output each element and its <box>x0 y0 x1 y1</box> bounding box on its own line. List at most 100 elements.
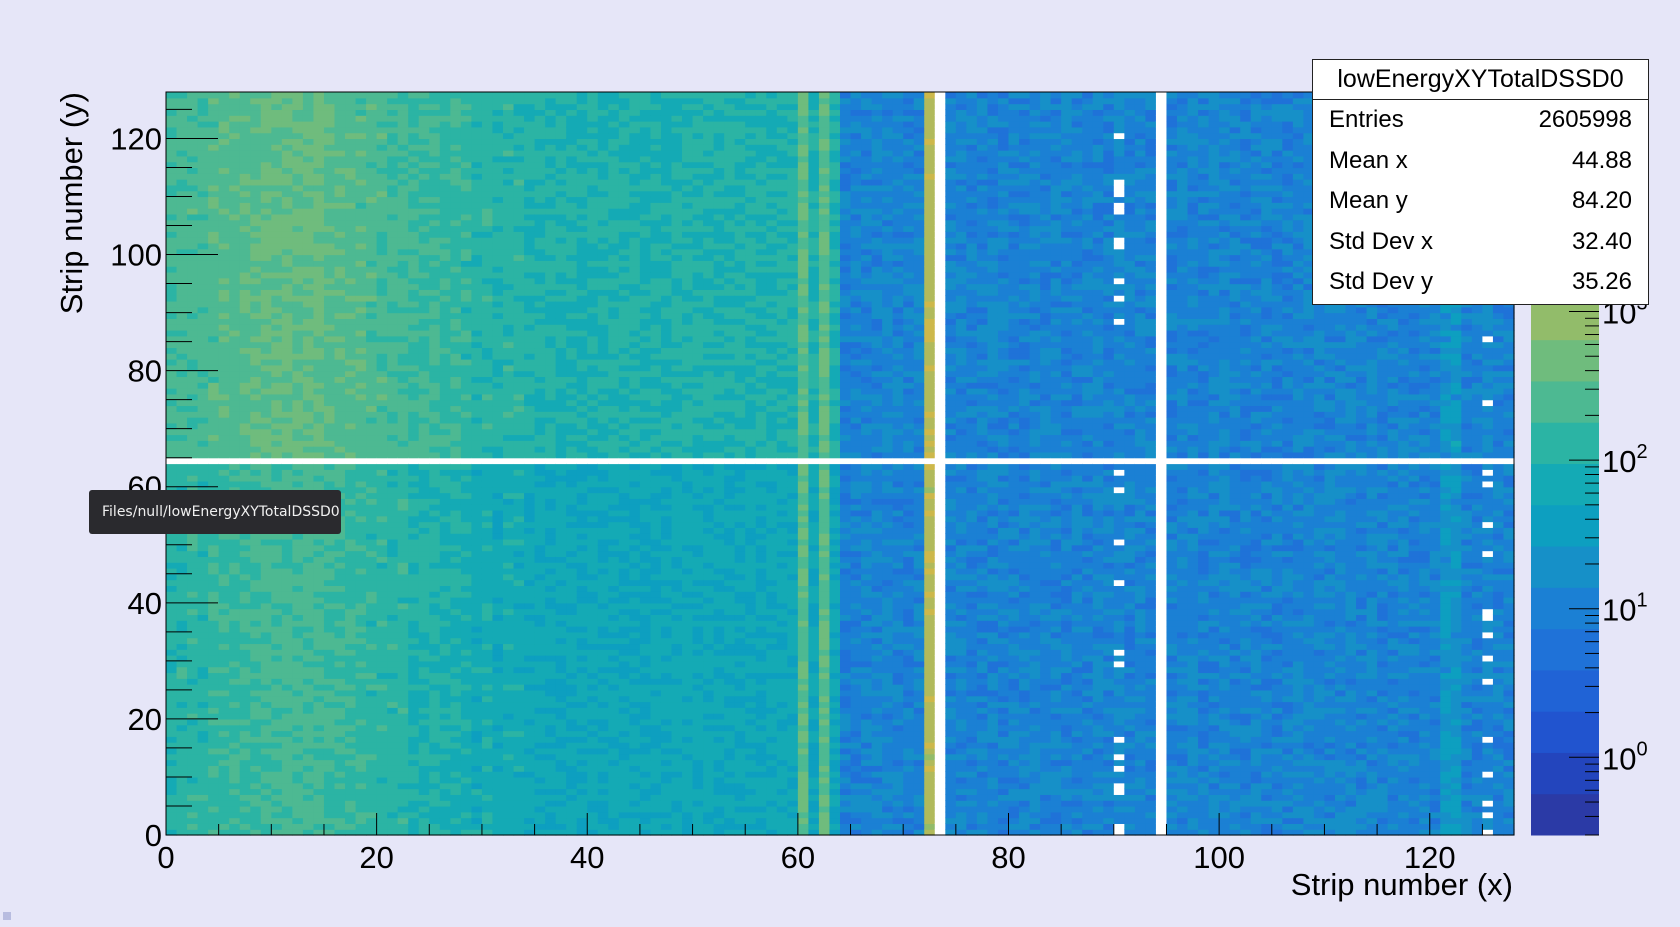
heatmap-cell <box>366 370 378 378</box>
heatmap-cell <box>460 132 473 140</box>
heatmap-cell <box>450 765 462 772</box>
heatmap-cell <box>187 620 199 627</box>
heatmap-cell <box>471 359 483 366</box>
heatmap-cell <box>408 138 420 145</box>
heatmap-cell <box>566 684 578 691</box>
heatmap-cell <box>334 179 346 186</box>
heatmap-cell <box>345 202 357 209</box>
heatmap-cell <box>534 428 546 436</box>
heatmap-cell <box>302 771 315 778</box>
heatmap-cell <box>271 179 283 186</box>
heatmap-cell <box>429 707 441 714</box>
heatmap-cell <box>313 295 325 302</box>
heatmap-cell <box>471 341 483 349</box>
heatmap-cell <box>218 393 230 401</box>
empty-cell <box>429 457 441 465</box>
heatmap-cell <box>481 672 494 679</box>
heatmap-cell <box>292 277 304 285</box>
heatmap-cell <box>187 475 199 482</box>
heatmap-cell <box>460 109 473 116</box>
heatmap-cell <box>492 277 504 285</box>
heatmap-cell <box>450 794 462 801</box>
heatmap-cell <box>555 155 567 163</box>
heatmap-cell <box>176 469 188 476</box>
heatmap-cell <box>271 411 283 418</box>
heatmap-cell <box>397 370 409 378</box>
heatmap-cell <box>271 422 283 430</box>
heatmap-cell <box>545 353 557 360</box>
heatmap-cell <box>439 353 451 360</box>
heatmap-cell <box>166 533 178 540</box>
heatmap-cell <box>566 115 578 122</box>
heatmap-cell <box>418 271 430 279</box>
heatmap-cell <box>302 556 315 563</box>
heatmap-cell <box>218 805 230 813</box>
heatmap-cell <box>408 451 420 459</box>
heatmap-cell <box>408 173 420 180</box>
heatmap-cell <box>292 405 304 412</box>
heatmap-cell <box>439 103 451 111</box>
heatmap-cell <box>250 672 262 679</box>
heatmap-cell <box>513 649 525 656</box>
heatmap-cell <box>345 747 357 755</box>
heatmap-cell <box>503 544 515 552</box>
heatmap-cell <box>187 144 199 151</box>
heatmap-cell <box>481 788 494 795</box>
heatmap-cell <box>576 829 588 836</box>
heatmap-cell <box>439 608 451 616</box>
heatmap-cell <box>208 126 220 134</box>
heatmap-cell <box>302 649 315 656</box>
heatmap-cell <box>323 626 336 633</box>
heatmap-cell <box>439 388 451 395</box>
heatmap-cell <box>534 283 546 290</box>
heatmap-cell <box>292 271 304 279</box>
heatmap-cell <box>334 173 346 180</box>
heatmap-cell <box>302 219 315 227</box>
heatmap-cell <box>471 434 483 441</box>
heatmap-cell <box>239 237 251 244</box>
heatmap-cell <box>218 591 230 598</box>
heatmap-cell <box>271 701 283 708</box>
heatmap-cell <box>166 591 178 598</box>
heatmap-cell <box>481 504 494 511</box>
heatmap-cell <box>534 631 546 639</box>
heatmap-cell <box>429 602 441 610</box>
heatmap-cell <box>176 765 188 772</box>
heatmap-cell <box>334 817 346 824</box>
heatmap-cell <box>503 399 515 407</box>
heatmap-cell <box>166 695 178 703</box>
heatmap-cell <box>366 364 378 372</box>
heatmap-cell <box>187 208 199 215</box>
heatmap-cell <box>492 614 504 621</box>
heatmap-cell <box>376 602 388 610</box>
heatmap-cell <box>366 655 378 662</box>
heatmap-cell <box>271 544 283 552</box>
heatmap-cell <box>345 800 357 807</box>
heatmap-cell <box>481 341 494 349</box>
heatmap-cell <box>397 602 409 610</box>
heatmap-cell <box>281 730 293 737</box>
heatmap-cell <box>492 585 504 592</box>
heatmap-cell <box>460 289 473 296</box>
heatmap-cell <box>366 672 378 679</box>
heatmap-cell <box>166 132 178 140</box>
heatmap-cell <box>187 805 199 813</box>
heatmap-cell <box>555 388 567 395</box>
heatmap-cell <box>260 121 272 128</box>
heatmap-cell <box>355 608 367 616</box>
empty-cell <box>450 457 462 465</box>
heatmap-cell <box>292 190 304 198</box>
heatmap-cell <box>302 573 315 581</box>
heatmap-cell <box>239 469 251 476</box>
heatmap-cell <box>481 370 494 378</box>
heatmap-cell <box>534 480 546 488</box>
heatmap-cell <box>366 626 378 633</box>
heatmap-cell <box>503 649 515 656</box>
heatmap-cell <box>576 817 588 824</box>
heatmap-cell <box>302 451 315 459</box>
heatmap-cell <box>387 184 399 192</box>
heatmap-cell <box>429 573 441 581</box>
heatmap-cell <box>503 231 515 238</box>
heatmap-cell <box>271 718 283 726</box>
